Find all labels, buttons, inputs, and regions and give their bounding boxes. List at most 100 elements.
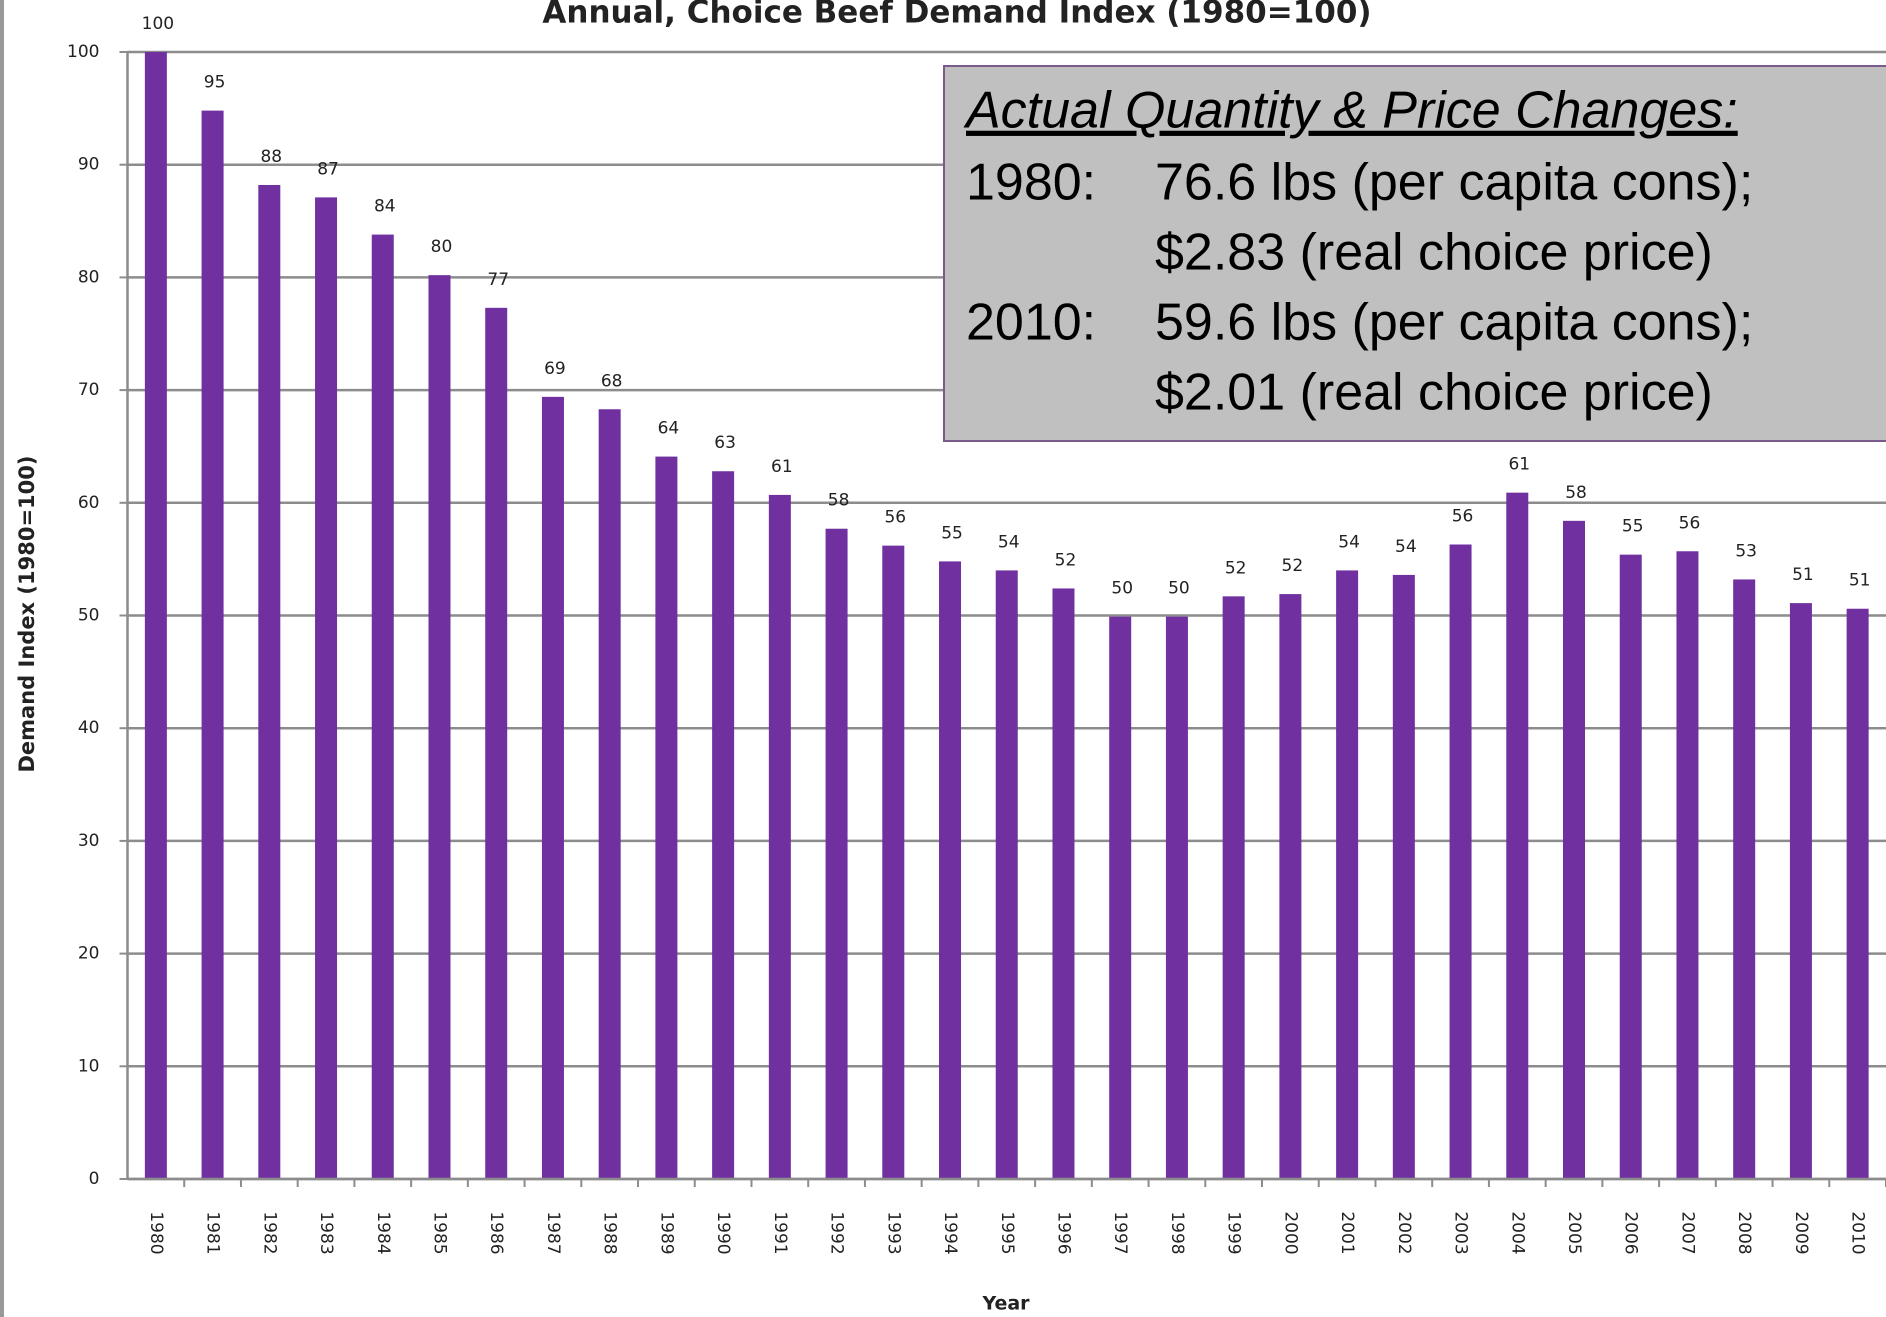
bar — [1222, 596, 1245, 1179]
y-tick-label: 30 — [78, 831, 100, 851]
x-tick-label: 2010 — [1848, 1211, 1868, 1254]
x-tick-label: 1993 — [883, 1211, 903, 1254]
bar — [315, 197, 338, 1179]
bar — [144, 52, 167, 1179]
y-tick-label: 80 — [78, 267, 100, 287]
bar — [1336, 570, 1359, 1179]
x-tick-label: 1994 — [940, 1211, 960, 1254]
x-tick-label: 1990 — [713, 1211, 733, 1254]
x-tick-label: 2009 — [1791, 1211, 1811, 1254]
annotation-line: 76.6 lbs (per capita cons); — [1155, 154, 1753, 212]
data-label: 51 — [1849, 571, 1871, 591]
x-tick-label: 1999 — [1224, 1211, 1244, 1254]
y-tick-label: 90 — [78, 155, 100, 175]
data-label: 100 — [142, 14, 174, 34]
x-tick-label: 1981 — [203, 1211, 223, 1254]
annotation-title: Actual Quantity & Price Changes: — [963, 82, 1738, 140]
y-tick-label: 70 — [78, 380, 100, 400]
data-label: 80 — [431, 237, 453, 257]
annotation-line: 59.6 lbs (per capita cons); — [1155, 294, 1753, 352]
bar — [201, 110, 224, 1179]
data-label: 95 — [204, 73, 226, 93]
x-tick-label: 2000 — [1280, 1211, 1300, 1254]
x-tick-label: 1991 — [770, 1211, 790, 1254]
chart-title: Annual, Choice Beef Demand Index (1980=1… — [542, 0, 1371, 31]
bar — [258, 184, 281, 1180]
bar — [1676, 551, 1699, 1179]
bar — [1506, 492, 1529, 1180]
data-label: 51 — [1792, 565, 1814, 585]
annotation-year: 1980: — [966, 154, 1096, 212]
data-label: 54 — [998, 532, 1020, 552]
data-label: 58 — [828, 491, 850, 511]
bar — [1449, 544, 1472, 1179]
x-tick-label: 2008 — [1734, 1211, 1754, 1254]
bar — [882, 545, 905, 1179]
x-tick-label: 1989 — [656, 1211, 676, 1254]
bar — [371, 234, 394, 1180]
data-label: 64 — [658, 419, 680, 439]
annotation-line: $2.01 (real choice price) — [1155, 364, 1713, 422]
data-label: 56 — [1679, 513, 1701, 533]
bar — [939, 561, 962, 1179]
x-tick-label: 1996 — [1053, 1211, 1073, 1254]
x-tick-label: 1988 — [600, 1211, 620, 1254]
data-label: 88 — [260, 147, 282, 167]
data-label: 53 — [1735, 541, 1757, 561]
x-tick-label: 2001 — [1337, 1211, 1357, 1254]
data-label: 56 — [1452, 506, 1474, 526]
x-tick-label: 2007 — [1677, 1211, 1697, 1254]
bar — [1109, 616, 1132, 1179]
data-label: 55 — [941, 523, 963, 543]
data-label: 52 — [1055, 550, 1077, 570]
data-label: 84 — [374, 197, 396, 217]
bar — [655, 456, 678, 1179]
y-tick-label: 20 — [78, 944, 100, 964]
y-tick-label: 40 — [78, 718, 100, 738]
y-tick-label: 10 — [78, 1056, 100, 1076]
bar — [1733, 579, 1756, 1179]
bar — [1279, 594, 1302, 1179]
bar — [1619, 554, 1642, 1179]
data-label: 54 — [1338, 532, 1360, 552]
y-axis-title: Demand Index (1980=100) — [15, 456, 39, 773]
x-tick-label: 1992 — [827, 1211, 847, 1254]
bar — [541, 396, 564, 1179]
bar — [712, 471, 735, 1179]
data-label: 50 — [1111, 579, 1133, 599]
x-tick-label: 1987 — [543, 1211, 563, 1254]
bar — [1392, 574, 1415, 1179]
x-tick-label: 2005 — [1564, 1211, 1584, 1254]
data-label: 55 — [1622, 517, 1644, 537]
x-tick-label: 2004 — [1507, 1211, 1527, 1254]
bar — [995, 570, 1018, 1179]
data-label: 87 — [317, 159, 339, 179]
x-tick-label: 1982 — [259, 1211, 279, 1254]
annotation-line: $2.83 (real choice price) — [1155, 224, 1713, 282]
data-label: 63 — [714, 433, 736, 453]
y-tick-label: 0 — [89, 1169, 100, 1189]
x-tick-label: 1998 — [1167, 1211, 1187, 1254]
x-tick-label: 1995 — [997, 1211, 1017, 1254]
x-tick-label: 1980 — [146, 1211, 166, 1254]
y-tick-label: 100 — [67, 42, 99, 62]
y-tick-label: 60 — [78, 493, 100, 513]
bar — [825, 528, 848, 1179]
data-label: 68 — [601, 371, 623, 391]
x-tick-label: 2002 — [1394, 1211, 1414, 1254]
x-axis-title: Year — [981, 1293, 1030, 1315]
data-label: 58 — [1565, 483, 1587, 503]
data-label: 61 — [1508, 455, 1530, 475]
bar — [1789, 603, 1812, 1179]
y-tick-label: 50 — [78, 606, 100, 626]
bar — [768, 494, 791, 1179]
data-label: 52 — [1282, 556, 1304, 576]
data-label: 61 — [771, 457, 793, 477]
annotation-year: 2010: — [966, 294, 1096, 352]
x-tick-label: 2006 — [1621, 1211, 1641, 1254]
x-tick-label: 1997 — [1110, 1211, 1130, 1254]
x-tick-label: 1983 — [316, 1211, 336, 1254]
bar — [598, 409, 621, 1179]
bar — [1052, 588, 1075, 1179]
